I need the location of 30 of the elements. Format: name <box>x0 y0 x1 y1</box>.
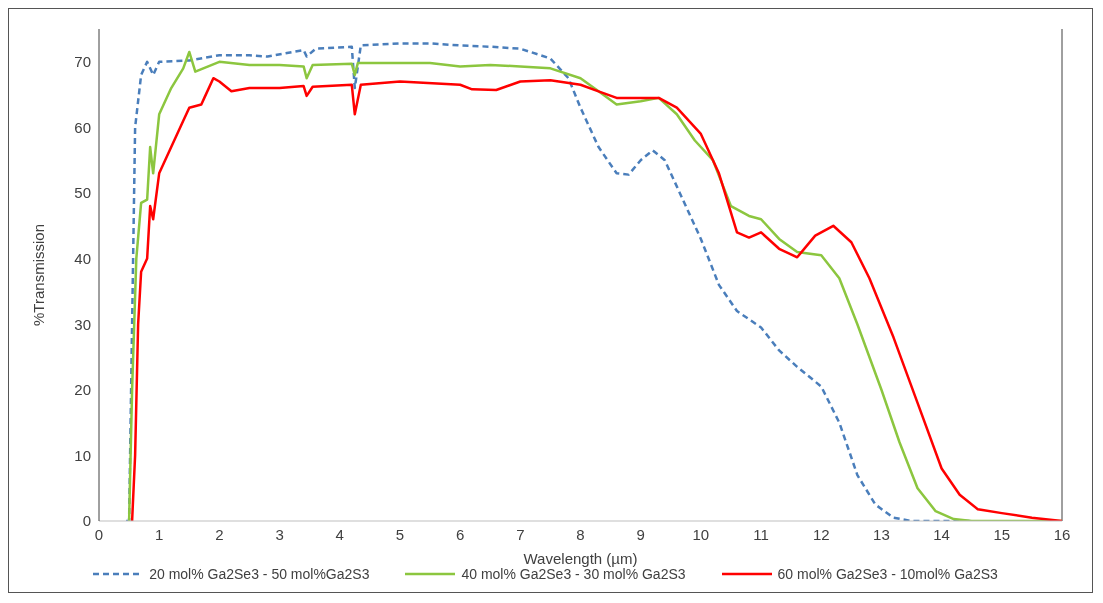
x-tick-label: 4 <box>335 525 344 543</box>
x-tick-label: 2 <box>215 525 224 543</box>
x-tick-label: 5 <box>395 525 405 543</box>
y-tick-label: 40 <box>74 249 91 267</box>
y-tick-label: 60 <box>74 118 91 136</box>
y-tick-label: 0 <box>82 512 91 530</box>
x-axis-title: Wavelength (µm) <box>523 550 638 567</box>
x-tick-label: 3 <box>275 525 284 543</box>
x-tick-label: 13 <box>873 525 890 543</box>
legend-label: 20 mol% Ga2Se3 - 50 mol%Ga2S3 <box>149 566 370 582</box>
x-tick-label: 10 <box>692 525 710 543</box>
x-tick-label: 1 <box>155 525 164 543</box>
x-tick-label: 12 <box>812 525 830 543</box>
y-tick-label: 30 <box>74 315 91 333</box>
y-tick-label: 50 <box>74 184 91 202</box>
legend-label: 60 mol% Ga2Se3 - 10mol% Ga2S3 <box>777 566 998 582</box>
y-axis-title: %Transmission <box>30 224 48 326</box>
x-tick-label: 14 <box>933 525 950 543</box>
x-tick-label: 16 <box>1053 525 1071 543</box>
x-tick-label: 11 <box>753 525 769 543</box>
x-tick-label: 15 <box>993 525 1011 543</box>
y-tick-label: 10 <box>74 446 91 464</box>
x-tick-label: 6 <box>455 525 465 543</box>
x-tick-label: 9 <box>636 525 645 543</box>
x-tick-label: 0 <box>94 525 104 543</box>
y-tick-label: 70 <box>74 53 91 71</box>
legend-label: 40 mol% Ga2Se3 - 30 mol% Ga2S3 <box>461 566 686 582</box>
x-tick-label: 7 <box>516 525 525 543</box>
y-tick-label: 20 <box>74 381 91 399</box>
x-tick-label: 8 <box>576 525 585 543</box>
